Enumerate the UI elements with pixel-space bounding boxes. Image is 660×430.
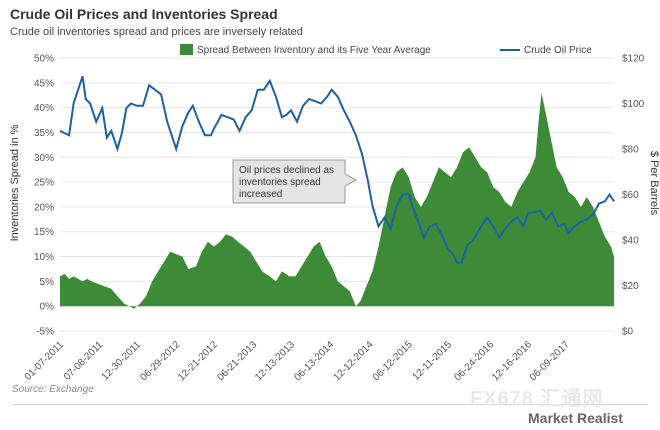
left-tick-label: 25% [34,178,54,189]
right-axis-ticks: $0 $20 $40 $60 $80 $100 $120 [622,54,645,338]
x-tick-label: 12-12-2014 [332,339,376,383]
left-tick-label: 10% [34,252,54,263]
right-tick-label: $60 [622,190,639,201]
legend-swatch-spread [180,44,193,55]
x-tick-label: 06-09-2017 [528,339,572,383]
footer-divider [12,404,648,405]
right-tick-label: $0 [622,327,634,338]
right-tick-label: $100 [622,99,645,110]
left-axis-label: Inventories Spread in % [9,124,21,241]
left-tick-label: 5% [40,277,55,288]
source-note: Source: Exchange [12,384,94,395]
x-tick-label: 07-08-2011 [62,339,106,383]
right-tick-label: $40 [622,236,639,247]
left-tick-label: 15% [34,227,54,238]
x-tick-label: 01-07-2011 [23,339,67,383]
chart-title: Crude Oil Prices and Inventories Spread [10,6,278,22]
watermark-logo: FX678 汇通网 [470,388,604,410]
crude-oil-price-line [59,75,615,264]
right-tick-label: $120 [622,54,645,65]
left-tick-label: 30% [34,153,54,164]
x-tick-label: 06-12-2015 [371,339,415,383]
legend-label-spread: Spread Between Inventory and its Five Ye… [197,45,431,56]
left-tick-label: 50% [34,54,54,65]
left-tick-label: 45% [34,78,54,89]
x-tick-label: 12-11-2015 [411,339,455,383]
right-axis-label: $ Per Barrels [648,151,660,216]
left-tick-label: 35% [34,128,54,139]
legend-label-oil-price: Crude Oil Price [524,45,592,56]
right-tick-label: $80 [622,145,639,156]
left-tick-label: -5% [36,327,54,338]
x-tick-label: 12-21-2012 [176,339,220,383]
x-axis-ticks: 01-07-201107-08-201112-30-201106-29-2012… [23,339,572,383]
spread-area-series [60,92,614,309]
x-tick-label: 12-13-2013 [253,339,297,383]
brand-logo: Market Realist [528,410,623,426]
annotation-line-2: inventories spread [239,177,321,188]
annotation-callout: Oil prices declined as inventories sprea… [232,159,358,204]
left-tick-label: 20% [34,202,54,213]
x-tick-label: 12-30-2011 [100,339,144,383]
annotation-line-1: Oil prices declined as [239,165,334,176]
left-axis-ticks: -5% 0% 5% 10% 15% 20% 25% 30% 35% 40% 45% 50% [34,54,54,338]
x-tick-label: 06-13-2014 [292,339,336,383]
left-tick-label: 0% [40,302,55,313]
annotation-line-3: increased [239,189,282,200]
right-tick-label: $20 [622,281,639,292]
chart-subtitle: Crude oil inventories spread and prices … [10,26,303,38]
legend: Spread Between Inventory and its Five Ye… [180,44,592,56]
left-tick-label: 40% [34,103,54,114]
